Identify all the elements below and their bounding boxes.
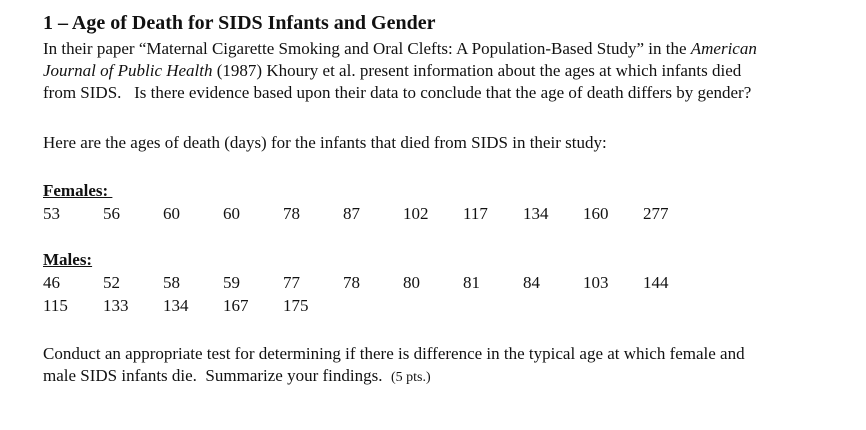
age-value: 134 (523, 204, 549, 223)
age-value: 175 (283, 296, 309, 315)
data-intro-line: Here are the ages of death (days) for th… (43, 133, 607, 152)
age-value: 144 (643, 273, 669, 292)
age-value: 103 (583, 273, 609, 292)
points-note: (5 pts.) (390, 370, 431, 385)
males-section: Males: 46 52 58 59 77 78 80 81 84 103 144 115 133 13… (43, 249, 826, 317)
males-ages-row-1: 46 52 58 59 77 78 80 81 84 103 144 (43, 271, 826, 294)
journal-name: American Journal of Public Health (43, 39, 762, 80)
age-value: 167 (223, 296, 249, 315)
age-value: 117 (463, 204, 488, 223)
intro-text-before-journal: In their paper “Maternal Cigarette Smoki… (43, 39, 691, 58)
females-section: Females: 53 56 60 60 78 87 102 117 134 160 277 (43, 180, 826, 225)
age-value: 134 (163, 296, 189, 315)
age-value: 277 (643, 204, 669, 223)
document-page: 1 – Age of Death for SIDS Infants and Ge… (43, 12, 826, 389)
age-value: 133 (103, 296, 129, 315)
intro-paragraph: In their paper “Maternal Cigarette Smoki… (43, 38, 763, 104)
females-ages-row: 53 56 60 60 78 87 102 117 134 160 277 (43, 202, 826, 225)
age-value: 80 (403, 273, 420, 292)
intro-text-after-journal: (1987) Khoury et al. present information… (43, 61, 752, 102)
task-text: Conduct an appropriate test for determin… (43, 344, 749, 385)
age-value: 60 (163, 204, 180, 223)
age-value: 58 (163, 273, 180, 292)
age-value: 84 (523, 273, 540, 292)
age-value: 59 (223, 273, 240, 292)
age-value: 78 (283, 204, 300, 223)
age-value: 87 (343, 204, 360, 223)
age-value: 60 (223, 204, 240, 223)
females-label: Females: (43, 181, 113, 200)
males-label: Males: (43, 250, 93, 269)
age-value: 56 (103, 204, 120, 223)
age-value: 53 (43, 204, 60, 223)
task-paragraph: Conduct an appropriate test for determin… (43, 343, 763, 389)
age-value: 46 (43, 273, 60, 292)
age-value: 77 (283, 273, 300, 292)
age-value: 81 (463, 273, 480, 292)
age-value: 52 (103, 273, 120, 292)
age-value: 160 (583, 204, 609, 223)
page-title: 1 – Age of Death for SIDS Infants and Ge… (43, 12, 436, 34)
males-ages-row-2: 115 133 134 167 175 (43, 294, 826, 317)
age-value: 115 (43, 296, 68, 315)
age-value: 78 (343, 273, 360, 292)
age-value: 102 (403, 204, 429, 223)
